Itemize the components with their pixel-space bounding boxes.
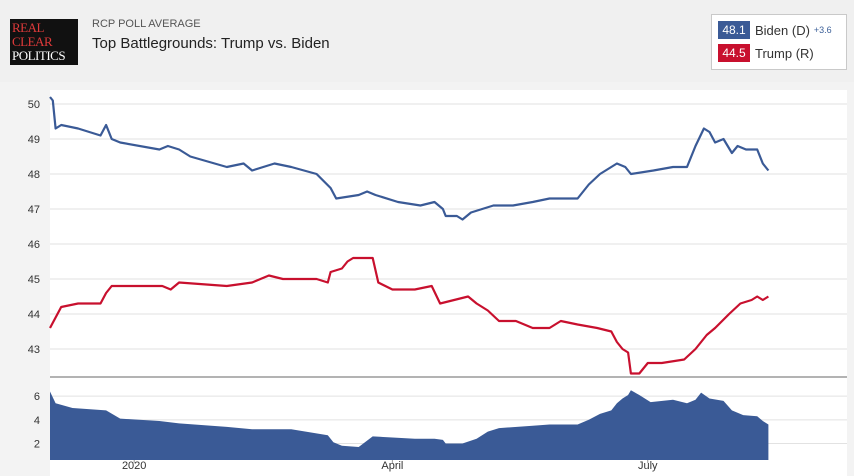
rcp-logo: REAL CLEAR POLITICS (10, 19, 78, 65)
x-axis-ticks: 2020 April July (122, 460, 658, 472)
legend-name-biden: Biden (D) (755, 22, 810, 38)
chart-kicker: RCP POLL AVERAGE (92, 18, 201, 30)
legend-value-trump: 44.5 (718, 44, 750, 62)
spread-y-tick-label: 2 (34, 438, 40, 450)
legend-value-biden: 48.1 (718, 21, 750, 39)
y-tick-label: 50 (28, 99, 40, 111)
series-line-trump[interactable] (49, 256, 769, 375)
y-tick-label: 49 (28, 134, 40, 146)
y-tick-label: 44 (28, 309, 40, 321)
y-tick-label: 46 (28, 239, 40, 251)
spread-area-fill (50, 390, 769, 460)
legend-name-trump: Trump (R) (755, 45, 814, 61)
logo-line-1: REAL (12, 20, 44, 35)
x-tick-label: 2020 (122, 460, 146, 472)
x-tick-label: April (381, 460, 403, 472)
y-tick-label: 48 (28, 169, 40, 181)
chart-title: Top Battlegrounds: Trump vs. Biden (92, 35, 330, 52)
legend-item-trump[interactable]: 44.5 Trump (R) (718, 44, 814, 64)
spread-area (50, 390, 769, 460)
logo-line-3: POLITICS (12, 48, 66, 63)
x-tick-label: July (638, 460, 658, 472)
spread-y-tick-label: 4 (34, 415, 40, 427)
logo-line-2: CLEAR (12, 34, 53, 49)
y-tick-label: 43 (28, 344, 40, 356)
spread-y-tick-label: 6 (34, 391, 40, 403)
y-tick-label: 45 (28, 274, 40, 286)
chart-header: REAL CLEAR POLITICS RCP POLL AVERAGE Top… (0, 0, 854, 82)
y-tick-label: 47 (28, 204, 40, 216)
series-lines (49, 96, 770, 375)
series-line-biden[interactable] (49, 96, 770, 221)
legend-item-biden[interactable]: 48.1 Biden (D) +3.6 (718, 21, 832, 41)
legend-spread: +3.6 (813, 25, 832, 35)
legend: 48.1 Biden (D) +3.6 44.5 Trump (R) (711, 14, 847, 70)
